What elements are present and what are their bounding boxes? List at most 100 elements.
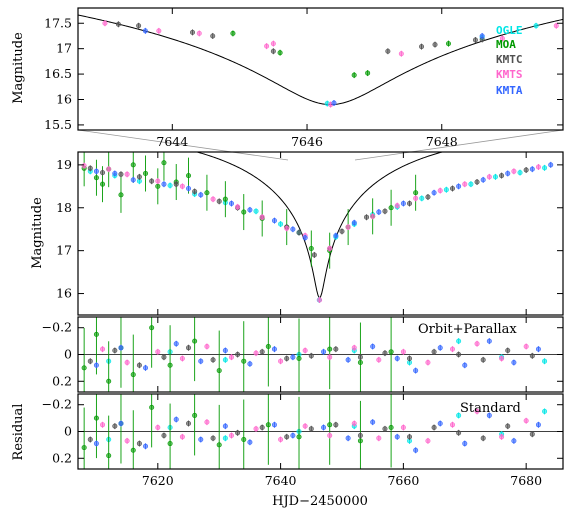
data-point-kmtc (161, 433, 167, 439)
data-point-kmta (321, 349, 327, 355)
data-point-moa (388, 424, 394, 430)
data-point-kmtc (529, 353, 535, 359)
data-point-kmta (345, 435, 351, 441)
y-tick-label: 16.5 (44, 66, 72, 81)
x-tick-label: 7640 (265, 473, 297, 488)
data-point-kmta (479, 33, 485, 39)
data-point-moa (216, 368, 222, 374)
data-point-kmta (130, 177, 136, 183)
data-point-kmta (93, 441, 99, 447)
data-point-moa (186, 173, 192, 179)
label-orbit-parallax: Orbit+Parallax (418, 322, 517, 337)
data-point-moa (365, 70, 371, 76)
data-point-moa (167, 362, 173, 368)
data-point-kmts (351, 420, 357, 426)
data-point-kmts (523, 343, 529, 349)
data-point-kmtc (136, 441, 142, 447)
data-point-moa (357, 360, 363, 366)
data-point-kmta (345, 357, 351, 363)
data-point-kmta (247, 361, 253, 367)
data-point-kmtc (419, 44, 425, 50)
x-tick-label: 7620 (142, 473, 174, 488)
data-point-kmta (394, 434, 400, 440)
data-point-kmta (290, 433, 296, 439)
data-point-kmta (486, 338, 492, 344)
data-point-ogle (468, 181, 474, 187)
data-point-kmta (161, 181, 167, 187)
data-point-kmts (511, 168, 517, 174)
data-point-kmtc (118, 171, 124, 177)
data-point-ogle (542, 165, 548, 171)
data-point-ogle (492, 174, 498, 180)
data-point-kmtc (190, 29, 196, 35)
data-point-kmta (535, 346, 541, 352)
data-point-kmts (264, 43, 270, 49)
data-point-kmta (118, 420, 124, 426)
data-point-kmtc (192, 188, 198, 194)
y-tick-label: 16 (56, 92, 72, 107)
data-point-kmtc (87, 437, 93, 443)
data-point-kmts (327, 246, 333, 252)
legend: OGLE MOA KMTC KMTS KMTA (496, 24, 523, 97)
y-tick-label: 17.5 (44, 15, 72, 30)
data-point-moa (204, 190, 210, 196)
data-point-kmtc (333, 422, 339, 428)
data-point-moa (93, 331, 99, 337)
data-point-kmtc (523, 167, 529, 173)
data-point-kmtc (480, 435, 486, 441)
data-point-kmtc (296, 230, 302, 236)
legend-kmta: KMTA (496, 84, 523, 97)
data-point-kmta (331, 100, 337, 106)
data-point-moa (351, 72, 357, 78)
data-point-kmts (124, 360, 130, 366)
data-point-kmtc (87, 165, 93, 171)
x-axis-title: HJD−2450000 (272, 494, 368, 509)
data-point-ogle (456, 338, 462, 344)
data-point-moa (241, 209, 247, 215)
data-point-kmta (431, 190, 437, 196)
x-tick-label: 7644 (156, 134, 188, 149)
data-point-kmta (222, 347, 228, 353)
y-tick-label: 0 (64, 347, 72, 362)
data-point-kmtc (505, 423, 511, 429)
data-point-kmts (124, 171, 130, 177)
data-point-kmts (196, 30, 202, 36)
data-point-kmts (100, 422, 106, 428)
data-point-kmts (553, 23, 559, 29)
model-curve (195, 152, 444, 299)
main-lightcurve-panel: 16 17 18 19 (56, 151, 564, 316)
data-point-moa (413, 190, 419, 196)
residual-parallax-panel: −0.2 0 0.2 (42, 316, 564, 393)
data-point-kmts (124, 438, 130, 444)
data-point-kmta (370, 343, 376, 349)
data-point-kmts (228, 354, 234, 360)
legend-kmtc: KMTC (496, 53, 523, 66)
y-tick-label: −0.2 (42, 320, 72, 335)
y-axis-title-main: Magnitude (30, 197, 45, 269)
data-point-kmtc (136, 362, 142, 368)
data-point-kmts (398, 51, 404, 57)
data-point-kmtc (100, 170, 106, 176)
data-point-kmtc (259, 349, 265, 355)
data-point-moa (230, 30, 236, 36)
data-point-kmtc (364, 214, 370, 220)
data-point-kmta (462, 362, 468, 368)
data-point-kmtc (431, 424, 437, 430)
data-point-kmta (486, 412, 492, 418)
y-tick-label: 0 (64, 424, 72, 439)
data-point-kmts (235, 204, 241, 210)
data-point-kmts (425, 360, 431, 366)
data-point-kmts (400, 349, 406, 355)
data-point-kmtc (161, 354, 167, 360)
data-point-kmta (143, 443, 149, 449)
data-point-kmta (394, 356, 400, 362)
data-point-kmts (302, 347, 308, 353)
legend-moa: MOA (496, 38, 516, 51)
y-tick-label: −0.2 (42, 397, 72, 412)
data-point-kmtc (173, 181, 179, 187)
data-point-kmtc (136, 174, 142, 180)
data-point-kmta (376, 209, 382, 215)
residual_standard-plot-area (78, 394, 563, 469)
data-point-moa (149, 404, 155, 410)
data-point-kmtc (432, 42, 438, 48)
